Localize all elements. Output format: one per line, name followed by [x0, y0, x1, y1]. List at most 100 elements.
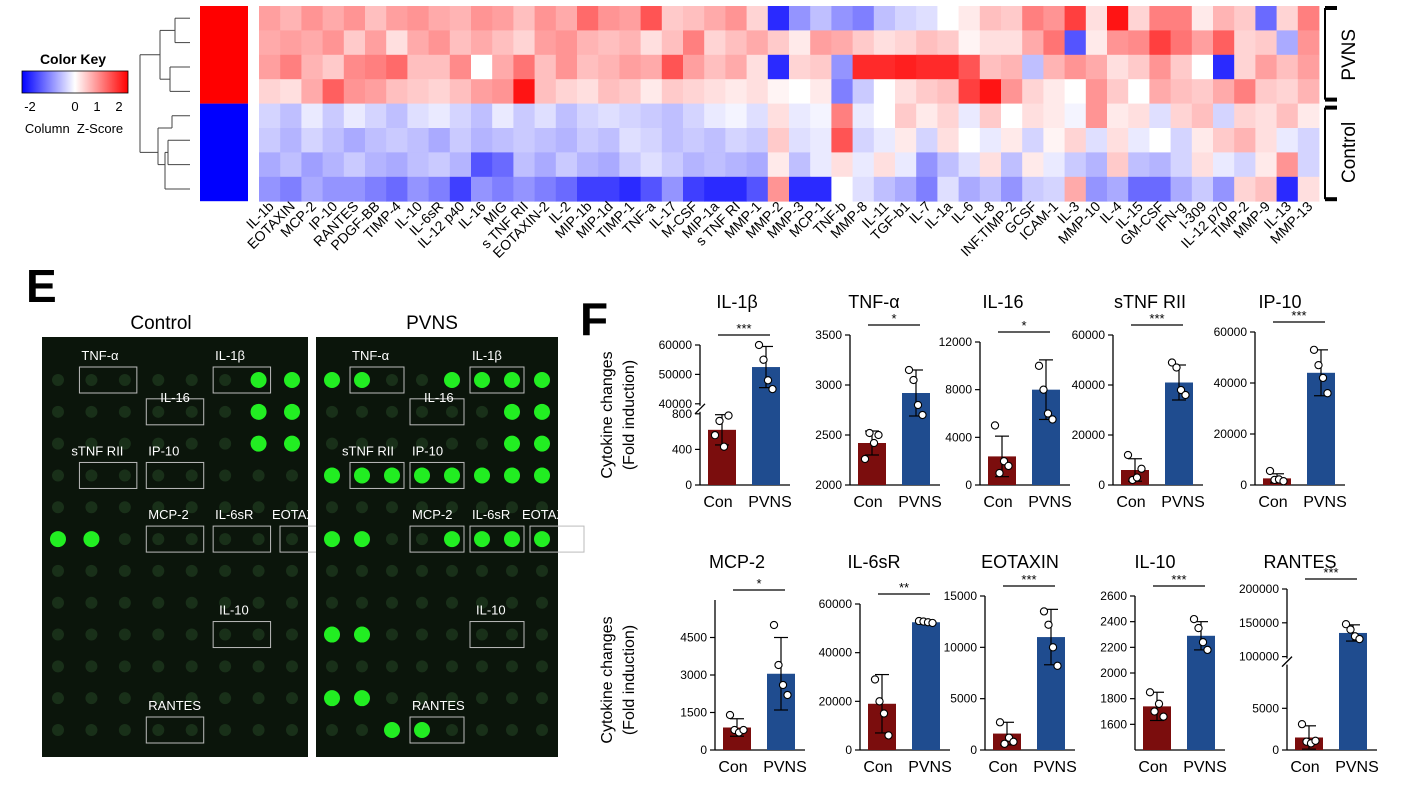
array-spot [85, 724, 98, 736]
heatmap-cell [1043, 30, 1065, 56]
heatmap-cell [1255, 79, 1277, 104]
heatmap-cell [895, 128, 917, 153]
data-point [754, 340, 764, 350]
heatmap-cell [789, 176, 811, 202]
array-spot [324, 531, 340, 548]
heatmap-cell [789, 103, 811, 129]
heatmap-cell [555, 6, 578, 31]
x-tick-label: PVNS [1161, 494, 1205, 511]
array-spot [185, 437, 198, 450]
heatmap-cell [937, 6, 959, 31]
heatmap-cell [534, 54, 557, 80]
array-spot [219, 437, 232, 450]
heatmap-cell [746, 6, 769, 31]
array-spot [386, 374, 398, 386]
heatmap-cell [301, 54, 323, 80]
heatmap-cell [979, 176, 1002, 202]
array-spot [118, 405, 131, 418]
heatmap-cell [449, 79, 472, 104]
x-tick-label: Con [1116, 494, 1145, 511]
data-point [1000, 739, 1009, 748]
y-tick-label: 2000 [815, 478, 842, 492]
heatmap-cell [1107, 30, 1129, 56]
heatmap-cell [1043, 103, 1065, 129]
x-tick-label: PVNS [763, 759, 807, 776]
heatmap-cell [767, 128, 790, 153]
heatmap-cell [449, 6, 472, 31]
data-point [1309, 345, 1319, 354]
array-spot [356, 596, 368, 609]
array-spot-label: IL-10 [476, 603, 506, 618]
array-spot [219, 501, 232, 514]
data-point [1198, 638, 1208, 647]
heatmap-cell [1085, 6, 1108, 31]
data-point [774, 660, 783, 670]
data-point [1172, 363, 1181, 372]
heatmap-cell [958, 103, 981, 129]
heatmap-cell [534, 128, 557, 153]
color-key-tick: 1 [93, 99, 100, 114]
array-spot [118, 533, 131, 546]
array-spot [85, 564, 98, 577]
y-tick-label: 40000 [819, 646, 853, 660]
heatmap-cell [979, 152, 1002, 178]
heatmap-cell [428, 176, 451, 202]
array-spot-label: sTNF RII [342, 443, 394, 458]
data-point [1297, 720, 1307, 729]
heatmap-cell [704, 79, 726, 104]
significance-stars: *** [1291, 308, 1306, 323]
data-point [1167, 358, 1177, 367]
heatmap-cell [767, 176, 790, 202]
array-spot [356, 437, 368, 450]
heatmap-cell [1064, 6, 1087, 31]
heatmap-cell [683, 128, 705, 153]
data-point [1279, 477, 1288, 486]
heatmap-cell [449, 103, 472, 129]
array-spot [446, 405, 458, 418]
array-spot [250, 435, 267, 452]
heatmap-cell [916, 30, 938, 56]
heatmap-cell [280, 128, 302, 153]
heatmap-cell [1170, 30, 1193, 56]
array-spot [152, 533, 165, 546]
heatmap-cell [1213, 103, 1235, 129]
heatmap-cell [683, 152, 705, 178]
heatmap-grid [259, 6, 1320, 202]
array-spot [85, 660, 98, 673]
bar-pvns [1187, 635, 1215, 750]
heatmap-cell [619, 128, 641, 153]
data-point [1043, 409, 1053, 418]
heatmap-cell [1149, 6, 1171, 31]
array-spot [284, 372, 300, 388]
array-spot [185, 374, 198, 386]
array-spot [152, 628, 165, 641]
heatmap-cell [746, 103, 769, 129]
heatmap-cell [1191, 79, 1214, 104]
array-spot [386, 692, 398, 705]
array-spot [506, 724, 518, 736]
heatmap-cell [1170, 54, 1193, 80]
heatmap-cell [343, 103, 366, 129]
heatmap-cell [895, 152, 917, 178]
bar-pvns [912, 622, 940, 750]
array-spot [446, 564, 458, 577]
heatmap-cell [979, 103, 1002, 129]
array-spot [85, 692, 98, 705]
heatmap-cell [873, 176, 896, 202]
heatmap-cell [640, 103, 663, 129]
heatmap-cell [449, 128, 472, 153]
heatmap-cell [428, 79, 451, 104]
heatmap-cell [1085, 128, 1108, 153]
heatmap-cell [725, 6, 747, 31]
heatmap-cell [1149, 103, 1171, 129]
heatmap-cell [746, 30, 769, 56]
heatmap-cell [661, 152, 684, 178]
heatmap-cell [513, 176, 535, 202]
heatmap-cell [810, 79, 832, 104]
heatmap-cell [555, 54, 578, 80]
heatmap-cell [492, 6, 514, 31]
heatmap-cell [725, 128, 747, 153]
array-spot [446, 724, 458, 736]
array-spot [534, 372, 550, 388]
heatmap-cell [301, 30, 323, 56]
